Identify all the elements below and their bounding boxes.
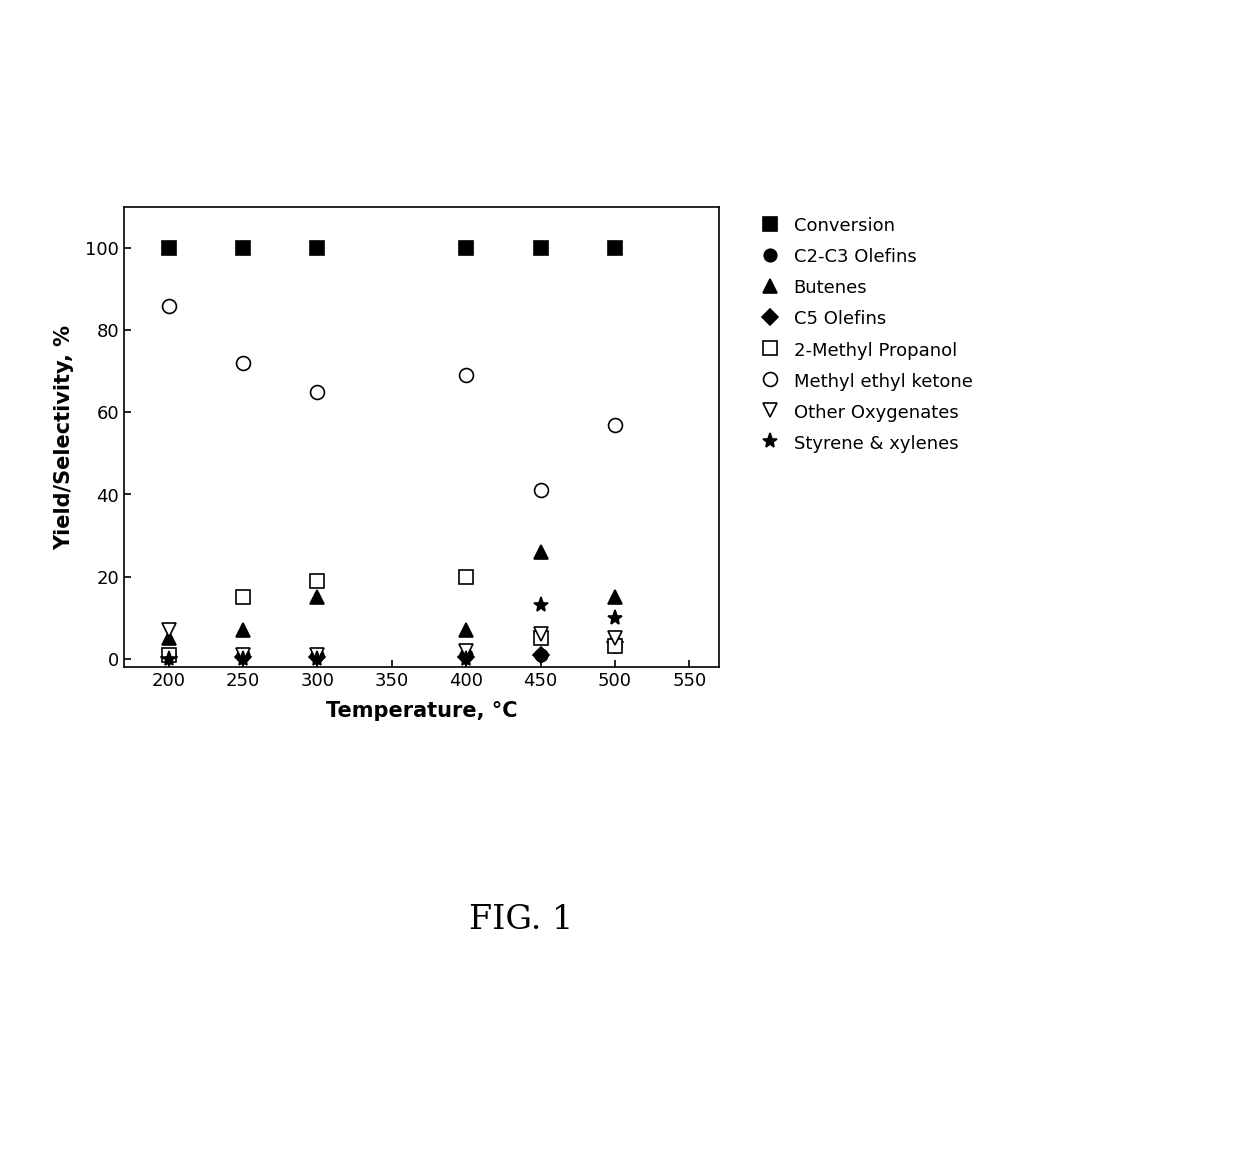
2-Methyl Propanol bbox=[161, 647, 176, 661]
Conversion bbox=[161, 242, 176, 255]
Other Oxygenates bbox=[161, 623, 176, 637]
Butenes bbox=[310, 590, 325, 604]
Butenes bbox=[608, 590, 622, 604]
Butenes bbox=[236, 623, 250, 637]
Methyl ethyl ketone bbox=[310, 385, 325, 399]
Styrene & xylenes bbox=[236, 652, 250, 666]
Other Oxygenates bbox=[608, 631, 622, 645]
Other Oxygenates bbox=[533, 627, 548, 641]
2-Methyl Propanol bbox=[459, 569, 474, 583]
Styrene & xylenes bbox=[161, 652, 176, 666]
C5 Olefins bbox=[161, 650, 176, 664]
Methyl ethyl ketone bbox=[608, 417, 622, 431]
2-Methyl Propanol bbox=[608, 639, 622, 653]
Line: C5 Olefins: C5 Olefins bbox=[164, 637, 620, 662]
C5 Olefins bbox=[236, 650, 250, 664]
C2-C3 Olefins bbox=[236, 647, 250, 661]
Y-axis label: Yield/Selectivity, %: Yield/Selectivity, % bbox=[55, 324, 74, 550]
Butenes bbox=[161, 631, 176, 645]
Conversion bbox=[608, 242, 622, 255]
Line: 2-Methyl Propanol: 2-Methyl Propanol bbox=[161, 569, 622, 661]
Styrene & xylenes bbox=[533, 598, 548, 612]
Line: Conversion: Conversion bbox=[161, 242, 622, 255]
Methyl ethyl ketone bbox=[533, 483, 548, 497]
Methyl ethyl ketone bbox=[236, 356, 250, 370]
C5 Olefins bbox=[533, 647, 548, 661]
Butenes bbox=[533, 545, 548, 559]
C2-C3 Olefins bbox=[161, 647, 176, 661]
Styrene & xylenes bbox=[459, 652, 474, 666]
Line: Other Oxygenates: Other Oxygenates bbox=[161, 623, 622, 661]
2-Methyl Propanol bbox=[236, 590, 250, 604]
Methyl ethyl ketone bbox=[459, 368, 474, 382]
Conversion bbox=[459, 242, 474, 255]
C5 Olefins bbox=[608, 636, 622, 650]
Styrene & xylenes bbox=[310, 652, 325, 666]
2-Methyl Propanol bbox=[310, 574, 325, 588]
Methyl ethyl ketone bbox=[161, 299, 176, 313]
Other Oxygenates bbox=[310, 647, 325, 661]
Conversion bbox=[236, 242, 250, 255]
Line: C2-C3 Olefins: C2-C3 Olefins bbox=[162, 641, 621, 661]
X-axis label: Temperature, °C: Temperature, °C bbox=[326, 702, 517, 721]
Styrene & xylenes bbox=[608, 611, 622, 624]
Other Oxygenates bbox=[236, 647, 250, 661]
C2-C3 Olefins bbox=[608, 639, 622, 653]
C2-C3 Olefins bbox=[310, 647, 325, 661]
C2-C3 Olefins bbox=[459, 647, 474, 661]
Conversion bbox=[533, 242, 548, 255]
Butenes bbox=[459, 623, 474, 637]
Line: Butenes: Butenes bbox=[161, 545, 622, 645]
Legend: Conversion, C2-C3 Olefins, Butenes, C5 Olefins, 2-Methyl Propanol, Methyl ethyl : Conversion, C2-C3 Olefins, Butenes, C5 O… bbox=[751, 207, 982, 462]
2-Methyl Propanol bbox=[533, 631, 548, 645]
Text: FIG. 1: FIG. 1 bbox=[469, 904, 573, 936]
Line: Styrene & xylenes: Styrene & xylenes bbox=[161, 598, 622, 666]
Other Oxygenates bbox=[459, 644, 474, 658]
Conversion bbox=[310, 242, 325, 255]
C2-C3 Olefins bbox=[533, 647, 548, 661]
Line: Methyl ethyl ketone: Methyl ethyl ketone bbox=[161, 299, 622, 497]
C5 Olefins bbox=[459, 650, 474, 664]
C5 Olefins bbox=[310, 650, 325, 664]
